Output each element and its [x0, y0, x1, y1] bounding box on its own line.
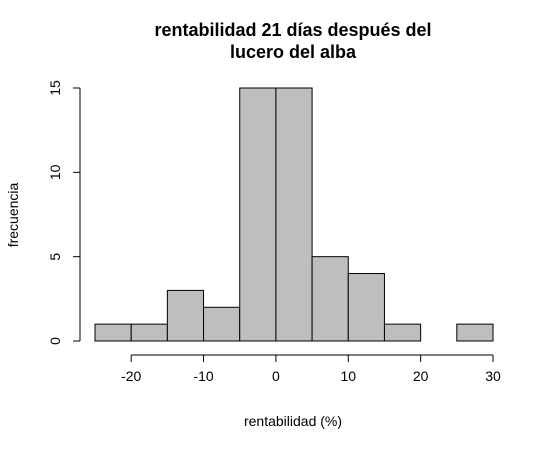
x-tick-label: 30 [485, 368, 501, 384]
histogram-bars [94, 87, 494, 342]
histogram-bar [456, 323, 494, 342]
chart-title-line-2: lucero del alba [230, 42, 357, 62]
x-tick-label: 10 [340, 368, 356, 384]
histogram-bar [347, 273, 385, 342]
histogram-bar [94, 323, 132, 342]
x-tick-label: 0 [272, 368, 280, 384]
chart-title: rentabilidad 21 días después del lucero … [154, 20, 431, 62]
histogram-bar [130, 323, 168, 342]
x-axis-label: rentabilidad (%) [244, 413, 342, 429]
y-axis: 0 5 10 15 [47, 80, 81, 345]
y-tick-label: 10 [47, 164, 63, 180]
chart-title-line-1: rentabilidad 21 días después del [154, 20, 431, 40]
histogram-bar [383, 323, 422, 342]
y-tick-label: 15 [47, 80, 63, 96]
histogram-bar [203, 306, 241, 342]
y-axis-label: frecuencia [5, 182, 21, 247]
histogram-bar [239, 87, 277, 342]
y-tick-label: 0 [47, 337, 63, 345]
histogram-bar [275, 87, 313, 342]
histogram-bar [311, 256, 349, 342]
y-tick-label: 5 [47, 253, 63, 261]
x-tick-label: 20 [413, 368, 429, 384]
histogram-bar [166, 289, 205, 342]
x-tick-label: -10 [193, 368, 213, 384]
x-tick-label: -20 [121, 368, 141, 384]
x-axis: -20 -10 0 10 20 30 [121, 354, 501, 384]
